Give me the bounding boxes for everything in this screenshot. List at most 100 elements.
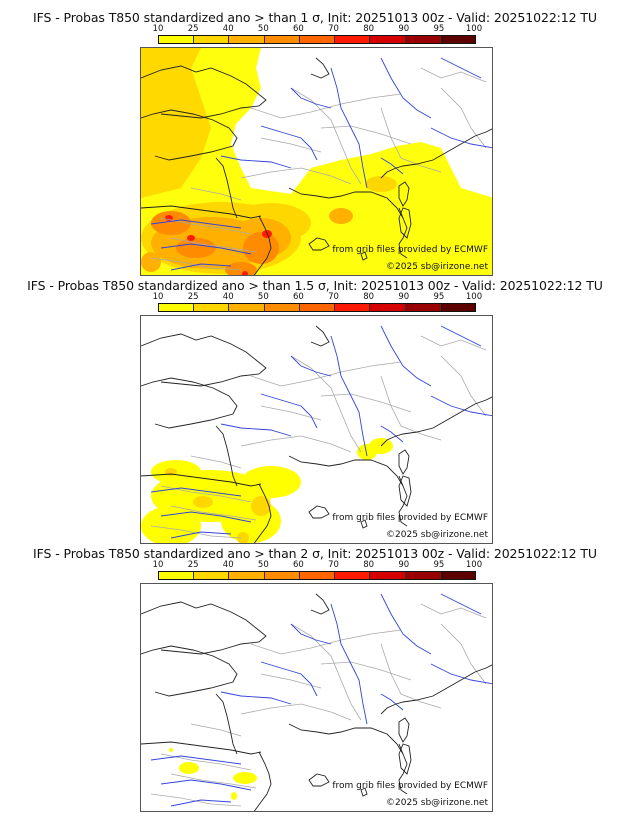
admin-borders [150,335,487,539]
border-line [240,703,352,721]
island-outline [360,251,368,261]
probability-area [251,496,271,516]
river-line [440,57,482,79]
colorbar-tick-label: 25 [187,292,199,302]
rivers [150,57,492,271]
border-line [290,87,362,185]
probability-area [243,232,279,264]
probability-area [233,772,257,784]
colorbar-tick-label: 70 [328,24,339,34]
border-line [420,335,487,351]
border-line [250,361,402,387]
probability-map: from grib files provided by ECMWF ©2025 … [140,47,493,276]
map-canvas [141,48,492,275]
probability-area [221,499,281,543]
river-line [220,691,292,705]
river-line [170,799,232,807]
colorbar-tick-label: 80 [363,24,375,34]
colorbar-segment [370,572,406,579]
probability-map: from grib files provided by ECMWF ©2025 … [140,315,493,544]
river-line [380,57,432,119]
river-line [160,779,252,791]
colorbar-tick-label: 40 [222,292,234,302]
border-line [380,107,442,173]
border-line [190,187,242,201]
source-credit: from grib files provided by ECMWF [332,781,488,791]
probability-fill [141,48,492,275]
probability-area [141,506,201,543]
probability-fill [141,438,393,543]
probability-area [237,532,249,543]
island-outline [398,475,412,507]
border-line [190,455,242,469]
probability-area [242,271,248,275]
island-outline [360,519,368,529]
border-line [160,753,252,771]
border-line [440,87,487,149]
panel-title: IFS - Probas T850 standardized ano > tha… [27,278,603,293]
forecast-panel-3: IFS - Probas T850 standardized ano > tha… [0,546,630,815]
border-line [170,505,257,521]
river-line [380,425,404,443]
coast-line [141,109,238,161]
colorbar-segment [299,36,336,43]
colorbar-segment [159,36,195,43]
colorbar-tick-label: 10 [152,24,164,34]
rivers [150,325,492,539]
colorbar-tick-label: 60 [293,24,304,34]
coast-line [141,601,267,655]
colorbar-ticks: 10 25 40 50 60 70 80 90 95 100 [153,560,483,570]
probability-area [169,748,173,752]
source-credit: from grib files provided by ECMWF [332,245,488,255]
colorbar-segment [335,304,371,311]
colorbar-segment [405,304,441,311]
border-line [240,435,352,453]
coast-line [288,455,404,487]
colorbar-tick-label: 50 [257,560,269,570]
colorbar-segment [229,304,265,311]
colorbar-tick-label: 90 [398,292,410,302]
coast-line [310,57,330,79]
river-line [260,661,318,697]
map-canvas [141,325,492,543]
coastlines [141,593,492,811]
border-line [440,355,487,417]
coast-line [398,207,408,259]
colorbar-tick-label: 10 [152,292,164,302]
forecast-panel-2: IFS - Probas T850 standardized ano > tha… [0,278,630,547]
colorbar-segment [299,572,336,579]
island-outline [398,743,412,775]
border-line [150,793,242,807]
river-line [440,325,482,347]
colorbar-segment [159,304,195,311]
colorbar-segment [370,36,406,43]
probability-area [141,48,211,198]
colorbar-segment [335,36,371,43]
colorbar-ticks: 10 25 40 50 60 70 80 90 95 100 [153,24,483,34]
probability-fill [169,748,257,800]
copyright-credit: ©2025 sb@irizone.net [386,262,488,272]
island-outline [308,237,330,251]
island-outline [308,505,330,519]
coast-line [141,333,267,387]
colorbar-tick-label: 25 [187,24,199,34]
colorbar-segment [229,572,265,579]
map-canvas [141,593,492,811]
probability-area [365,176,397,192]
coast-line [141,65,267,119]
colorbar-tick-label: 95 [433,24,445,34]
colorbar-segment [405,36,441,43]
border-line [250,629,402,655]
colorbar-segment [194,572,230,579]
island-outline [398,181,410,207]
island-outline [398,717,410,743]
colorbar-segment [299,304,336,311]
colorbar-segment [335,572,371,579]
colorbar-segment [440,572,475,579]
coast-line [141,473,262,487]
river-line [170,531,232,539]
coast-line [253,215,272,275]
river-line [330,603,368,725]
probability-area [176,238,216,258]
river-line [330,67,368,189]
